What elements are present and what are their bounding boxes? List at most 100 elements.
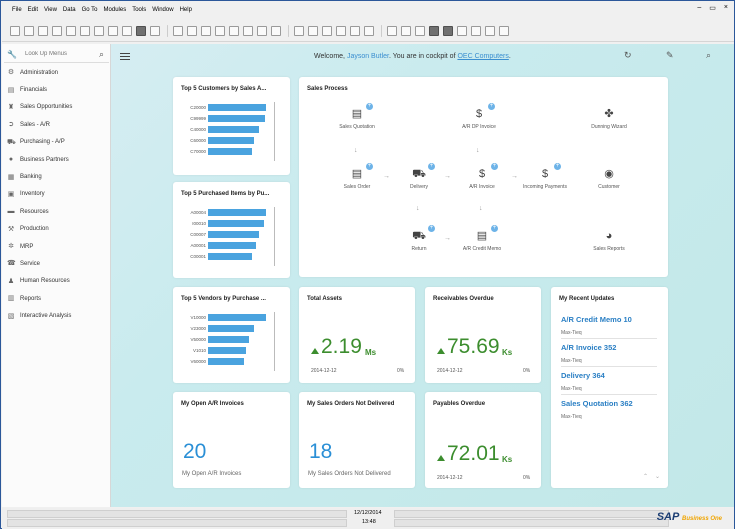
journal-icon[interactable] xyxy=(322,25,332,36)
messages-icon[interactable] xyxy=(457,25,467,36)
ar-dp-invoice-node[interactable]: $ + A/R DP Invoice xyxy=(451,103,507,130)
next-record-icon[interactable] xyxy=(229,25,239,36)
menu-data[interactable]: Data xyxy=(62,6,76,13)
calendar-icon[interactable] xyxy=(443,25,453,36)
nav-item-administration[interactable]: ⚙ Administration xyxy=(2,64,110,81)
bar[interactable] xyxy=(208,314,266,321)
nav-item-banking[interactable]: ▦ Banking xyxy=(2,168,110,185)
find-icon[interactable] xyxy=(173,25,183,36)
sales-order-node[interactable]: ▤ + Sales Order xyxy=(329,163,385,190)
open-ar-invoices-tile[interactable]: My Open A/R Invoices 20 My Open A/R Invo… xyxy=(173,392,290,488)
delivery-node[interactable]: ⛟ + Delivery xyxy=(391,163,447,190)
target-document-icon[interactable] xyxy=(308,25,318,36)
first-record-icon[interactable] xyxy=(201,25,211,36)
bar[interactable] xyxy=(208,231,260,238)
help-icon[interactable] xyxy=(499,25,509,36)
bar[interactable] xyxy=(208,104,266,111)
add-record-icon[interactable] xyxy=(187,25,197,36)
update-link[interactable]: A/R Credit Memo 10 xyxy=(561,315,632,324)
return-node[interactable]: ⛟ + Return xyxy=(391,225,447,252)
export-icon[interactable] xyxy=(80,25,90,36)
incoming-payments-node[interactable]: $ + Incoming Payments xyxy=(517,163,573,190)
add-icon[interactable] xyxy=(10,25,20,36)
report-icon[interactable] xyxy=(415,25,425,36)
customer-node[interactable]: ◉ Customer xyxy=(581,167,637,190)
add-icon[interactable]: + xyxy=(428,225,435,232)
nav-item-inventory[interactable]: ▣ Inventory xyxy=(2,186,110,203)
dunning-wizard-node[interactable]: ✤ Dunning Wizard xyxy=(581,107,637,130)
top-customers-tile[interactable]: Top 5 Customers by Sales A... C20000 C999… xyxy=(173,77,290,175)
add-icon[interactable]: + xyxy=(488,103,495,110)
add-icon[interactable]: + xyxy=(491,225,498,232)
gross-profit-icon[interactable] xyxy=(350,25,360,36)
add-icon[interactable]: + xyxy=(554,163,561,170)
pdf-icon[interactable] xyxy=(108,25,118,36)
nav-item-financials[interactable]: ▤ Financials xyxy=(2,81,110,98)
payment-icon[interactable] xyxy=(336,25,346,36)
print-icon[interactable] xyxy=(24,25,34,36)
search-icon[interactable]: ⌕ xyxy=(99,48,105,59)
close-button[interactable]: × xyxy=(723,4,728,11)
edit-icon[interactable]: ✎ xyxy=(666,50,674,60)
sort-icon[interactable] xyxy=(271,25,281,36)
lock-icon[interactable] xyxy=(122,25,132,36)
bar[interactable] xyxy=(208,358,244,365)
bar[interactable] xyxy=(208,126,260,133)
user-link[interactable]: Jayson Butler xyxy=(346,53,389,60)
add-icon[interactable]: + xyxy=(491,163,498,170)
last-record-icon[interactable] xyxy=(243,25,253,36)
nav-item-sales-ar[interactable]: ➲ Sales - A/R xyxy=(2,116,110,133)
bar[interactable] xyxy=(208,336,249,343)
nav-item-mrp[interactable]: ✲ MRP xyxy=(2,238,110,255)
nav-item-purchasing-ap[interactable]: ⛟ Purchasing - A/P xyxy=(2,134,110,151)
nav-item-production[interactable]: ⚒ Production xyxy=(2,221,110,238)
nav-item-reports[interactable]: ▥ Reports xyxy=(2,290,110,307)
payables-overdue-tile[interactable]: Payables Overdue 72.01 Ks 2014-12-12 0% xyxy=(425,392,541,488)
user-fields-icon[interactable] xyxy=(485,25,495,36)
sales-reports-node[interactable]: ◕ Sales Reports xyxy=(581,229,637,252)
bar[interactable] xyxy=(208,220,264,227)
bar[interactable] xyxy=(208,242,256,249)
ar-invoice-node[interactable]: $ + A/R Invoice xyxy=(454,163,510,190)
settings-grid-icon[interactable] xyxy=(401,25,411,36)
menu-window[interactable]: Window xyxy=(152,6,174,13)
trend-icon[interactable] xyxy=(387,25,397,36)
bar[interactable] xyxy=(208,209,266,216)
menu-edit[interactable]: Edit xyxy=(27,6,39,13)
print-preview-icon[interactable] xyxy=(38,25,48,36)
add-icon[interactable]: + xyxy=(366,163,373,170)
hamburger-menu-icon[interactable] xyxy=(120,51,130,62)
bar[interactable] xyxy=(208,347,247,354)
settings-icon[interactable] xyxy=(150,25,160,36)
word-icon[interactable] xyxy=(94,25,104,36)
move-icon[interactable] xyxy=(136,25,146,36)
browser-icon[interactable] xyxy=(66,25,76,36)
update-link[interactable]: Sales Quotation 362 xyxy=(561,399,633,408)
add-icon[interactable]: + xyxy=(428,163,435,170)
update-link[interactable]: A/R Invoice 352 xyxy=(561,343,617,352)
bar[interactable] xyxy=(208,253,252,260)
menu-file[interactable]: File xyxy=(12,6,22,13)
sales-quotation-node[interactable]: ▤ + Sales Quotation xyxy=(329,103,385,130)
top-vendors-tile[interactable]: Top 5 Vendors by Purchase ... V10000 V230… xyxy=(173,287,290,383)
nav-item-service[interactable]: ☎ Service xyxy=(2,255,110,272)
menu-tools[interactable]: Tools xyxy=(132,6,147,13)
scroll-down-icon[interactable]: ⌄ xyxy=(655,474,661,480)
nav-item-resources[interactable]: ▬ Resources xyxy=(2,203,110,220)
company-link[interactable]: OEC Computers xyxy=(457,53,509,60)
refresh-icon[interactable]: ↻ xyxy=(624,50,632,60)
menu-goto[interactable]: Go To xyxy=(81,6,98,13)
minimize-button[interactable]: – xyxy=(697,4,702,11)
filter-icon[interactable] xyxy=(257,25,267,36)
base-document-icon[interactable] xyxy=(294,25,304,36)
sales-orders-not-delivered-tile[interactable]: My Sales Orders Not Delivered 18 My Sale… xyxy=(299,392,415,488)
bar[interactable] xyxy=(208,148,252,155)
menu-modules[interactable]: Modules xyxy=(103,6,127,13)
bar[interactable] xyxy=(208,325,255,332)
total-assets-tile[interactable]: Total Assets 2.19 Ms 2014-12-12 0% xyxy=(299,287,415,383)
calculator-icon[interactable] xyxy=(429,25,439,36)
receivables-overdue-tile[interactable]: Receivables Overdue 75.69 Ks 2014-12-12 … xyxy=(425,287,541,383)
email-icon[interactable] xyxy=(52,25,62,36)
bar[interactable] xyxy=(208,115,265,122)
top-purchased-items-tile[interactable]: Top 5 Purchased Items by Pu... A00004 I00… xyxy=(173,182,290,278)
